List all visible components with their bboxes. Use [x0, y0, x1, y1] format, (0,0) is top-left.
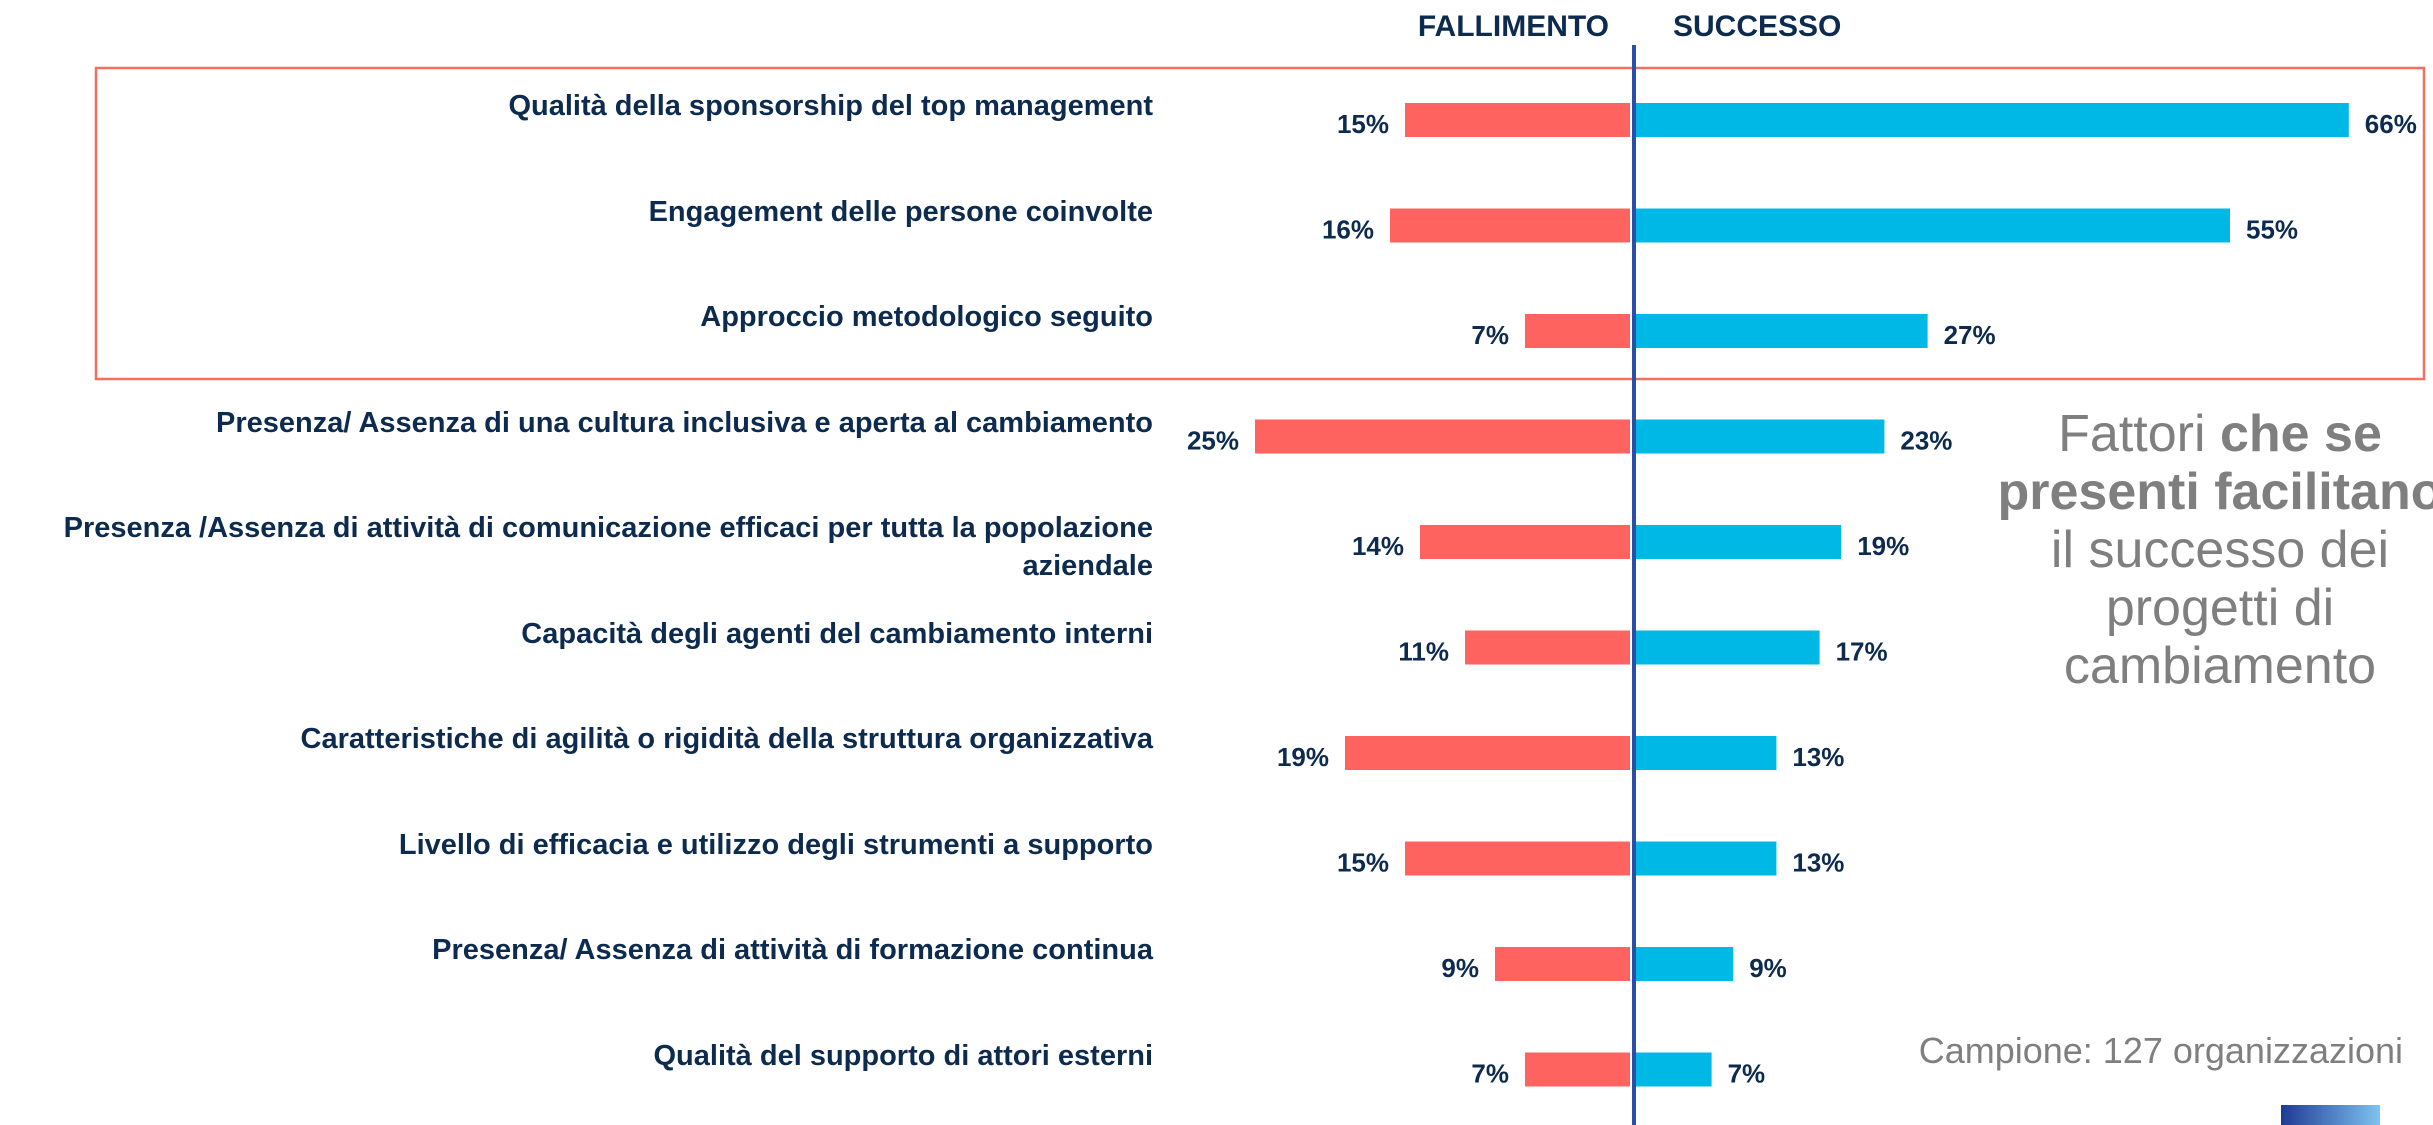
logo — [2281, 1105, 2380, 1125]
value-label: 16% — [1322, 214, 1374, 244]
value-label: 14% — [1352, 531, 1404, 561]
category-label: Capacità degli agenti del cambiamento in… — [521, 617, 1153, 650]
bar — [1465, 630, 1630, 665]
bar — [1636, 419, 1885, 454]
annotation-part: il successo dei progetti di cambiamento — [2050, 521, 2390, 695]
category-label: Qualità del supporto di attori esterni — [653, 1039, 1154, 1072]
series-header: SUCCESSO — [1673, 10, 1842, 43]
value-label: 17% — [1836, 636, 1888, 666]
category-label: Approccio metodologico seguito — [700, 301, 1153, 333]
bar — [1636, 736, 1777, 770]
category-label: Livello di efficacia e utilizzo degli st… — [398, 828, 1153, 861]
bar — [1636, 1052, 1712, 1087]
bar — [1525, 1052, 1630, 1087]
bar — [1390, 208, 1630, 243]
bar — [1525, 314, 1630, 348]
value-label: 55% — [2246, 214, 2298, 244]
bar — [1636, 947, 1734, 981]
value-label: 19% — [1857, 531, 1909, 561]
bar — [1636, 314, 1928, 348]
series-header: FALLIMENTO — [1417, 10, 1609, 43]
value-label: 15% — [1337, 109, 1389, 139]
bar — [1636, 103, 2349, 137]
bar — [1636, 525, 1842, 559]
bar — [1636, 208, 2230, 243]
category-label: Presenza/ Assenza di una cultura inclusi… — [216, 406, 1153, 439]
value-label: 27% — [1944, 320, 1996, 350]
note: Campione: 127 organizzazioni — [1918, 1030, 2403, 1071]
value-label: 19% — [1277, 742, 1329, 772]
value-label: 9% — [1441, 953, 1479, 983]
value-label: 7% — [1471, 320, 1509, 350]
category-label: Caratteristiche di agilità o rigidità de… — [300, 723, 1153, 755]
annotation-part: Fattori — [2058, 405, 2220, 463]
value-label: 23% — [1900, 425, 1952, 455]
bar — [1405, 841, 1630, 876]
value-label: 66% — [2365, 109, 2417, 139]
bar — [1255, 419, 1630, 454]
annotation-part: che se presenti facilitano — [1997, 405, 2433, 521]
highlight-box — [94, 66, 2426, 381]
value-label: 13% — [1792, 742, 1844, 772]
value-label: 13% — [1792, 847, 1844, 877]
category-label: Qualità della sponsorship del top manage… — [508, 90, 1153, 122]
value-label: 25% — [1187, 425, 1239, 455]
bar — [1636, 630, 1820, 665]
bar — [1345, 736, 1630, 770]
bar — [1636, 841, 1777, 876]
annotation: Fattori che se presenti facilitano il su… — [1990, 405, 2433, 695]
bar — [1495, 947, 1630, 981]
value-label: 7% — [1471, 1058, 1509, 1088]
value-label: 11% — [1398, 636, 1449, 666]
bar — [1420, 525, 1630, 559]
value-label: 15% — [1337, 847, 1389, 877]
value-label: 9% — [1749, 953, 1787, 983]
value-label: 7% — [1728, 1058, 1766, 1088]
category-label: Presenza/ Assenza di attività di formazi… — [432, 934, 1153, 966]
category-label: Presenza /Assenza di attività di comunic… — [63, 512, 1153, 582]
category-label: Engagement delle persone coinvolte — [648, 195, 1153, 228]
bar — [1405, 103, 1630, 137]
